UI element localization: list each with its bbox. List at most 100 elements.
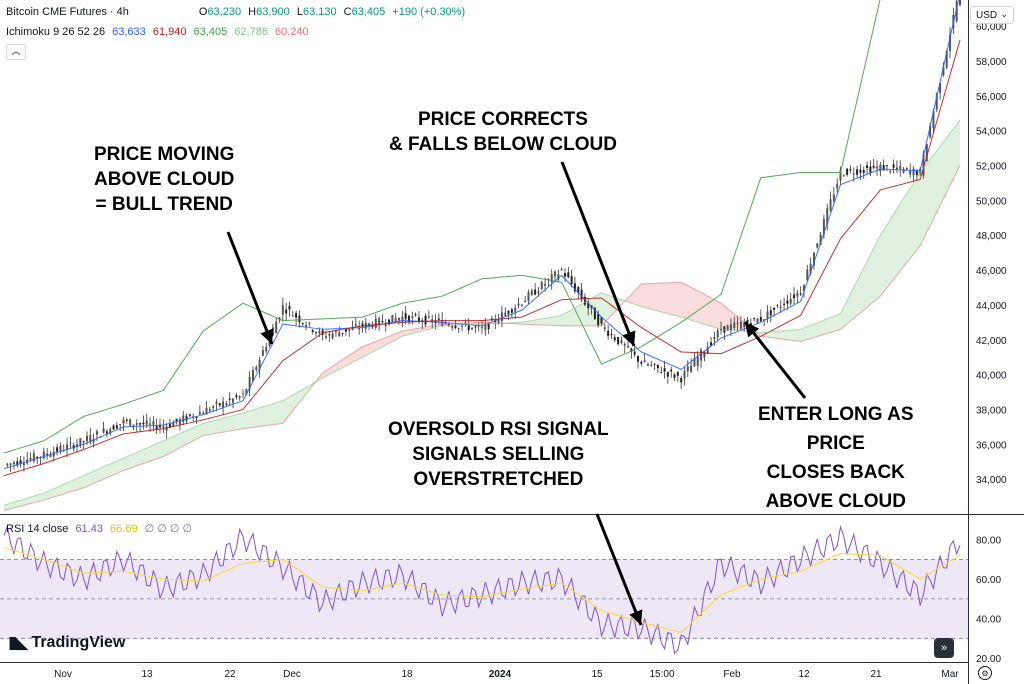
base-value: 61,940	[152, 26, 187, 38]
candle-body	[315, 332, 318, 334]
candle-body	[115, 425, 118, 429]
rsi-tick-label: 60.00	[976, 575, 1001, 586]
candle-body	[643, 360, 646, 363]
candle-body	[816, 243, 819, 248]
time-tick-label: 2024	[489, 669, 512, 680]
price-tick-label: 44,000	[976, 301, 1007, 312]
cloud-segment	[885, 219, 891, 290]
h-label: H	[248, 6, 257, 18]
annotation-bull-trend: PRICE MOVING ABOVE CLOUD = BULL TREND	[94, 142, 234, 217]
cloud-segment	[362, 344, 368, 358]
candle-body	[653, 363, 656, 366]
annotation-corrects: PRICE CORRECTS & FALLS BELOW CLOUD	[389, 107, 617, 157]
candle-body	[471, 327, 474, 330]
cloud-segment	[551, 316, 557, 326]
candle-body	[885, 165, 888, 167]
candle-body	[726, 325, 729, 331]
cloud-segment	[870, 245, 876, 305]
candle-body	[895, 167, 898, 169]
candle-body	[524, 300, 527, 303]
candle-body	[670, 369, 673, 372]
cloud-segment	[238, 412, 243, 430]
currency-selector[interactable]: USD ⌄	[970, 6, 1014, 24]
cloud-segment	[88, 471, 94, 486]
candle-body	[185, 416, 188, 421]
candle-body	[876, 166, 879, 169]
currency-label: USD	[976, 9, 998, 21]
candle-body	[637, 356, 640, 362]
cloud-segment	[925, 159, 931, 236]
cloud-segment	[173, 434, 179, 452]
candle-body	[859, 169, 862, 173]
candle-body	[806, 269, 809, 281]
price-tick-label: 36,000	[976, 440, 1007, 451]
symbol-title[interactable]: Bitcoin CME Futures · 4h	[6, 6, 129, 18]
candle-body	[132, 424, 135, 426]
scroll-to-realtime-button[interactable]: »	[934, 638, 954, 658]
annotation-line: PRICE CORRECTS	[418, 109, 588, 130]
rsi-legend[interactable]: RSI 14 close 61.43 66.69 ∅ ∅ ∅ ∅	[6, 522, 196, 535]
candle-body	[378, 318, 381, 326]
candle-body	[29, 457, 32, 460]
cloud-segment	[262, 405, 268, 427]
cloud-segment	[790, 329, 796, 341]
candle-body	[510, 309, 513, 313]
cloud-segment	[636, 284, 642, 307]
rsi-value: 61.43	[75, 523, 103, 535]
candle-body	[49, 454, 52, 457]
settings-gear-icon[interactable]: ⚙	[978, 666, 992, 680]
rsi-tick-label: 80.00	[976, 536, 1001, 547]
candle-body	[242, 393, 244, 395]
candle-body	[623, 344, 626, 346]
candle-body	[188, 414, 191, 416]
candle-body	[736, 322, 739, 324]
candle-body	[862, 170, 865, 173]
cloud-segment	[780, 330, 786, 340]
candle-body	[915, 170, 918, 176]
cloud-segment	[68, 480, 74, 493]
candle-body	[215, 402, 218, 404]
cloud-segment	[272, 402, 278, 425]
cloud-segment	[910, 180, 916, 259]
rsi-tick-label: 20.00	[976, 654, 1001, 665]
cloud-segment	[83, 473, 89, 488]
candle-body	[809, 264, 812, 274]
candle-body	[344, 329, 347, 332]
candle-body	[301, 323, 304, 325]
cloud-segment	[233, 414, 239, 431]
candle-body	[36, 456, 39, 458]
tradingview-logo[interactable]: ▮◣ TradingView	[8, 633, 125, 653]
candle-body	[275, 321, 278, 334]
candle-body	[852, 173, 855, 175]
candle-body	[112, 425, 115, 430]
cloud-segment	[118, 458, 124, 473]
c-label: C	[343, 6, 352, 18]
cloud-segment	[541, 317, 547, 326]
cloud-segment	[73, 477, 79, 491]
arrow-head	[622, 330, 636, 346]
annotation-line: PRICE	[806, 433, 865, 454]
cloud-segment	[63, 482, 69, 494]
price-tick-label: 42,000	[976, 336, 1007, 347]
high-value: 63,900	[256, 6, 290, 18]
annotation-line: = BULL TREND	[95, 194, 233, 215]
candle-body	[892, 164, 895, 168]
ichimoku-legend[interactable]: Ichimoku 9 26 52 26 63,633 61,940 63,405…	[6, 26, 313, 38]
candle-body	[603, 327, 606, 329]
candle-body	[773, 307, 776, 310]
cloud-segment	[203, 422, 209, 436]
cloud-segment	[835, 313, 841, 331]
candle-body	[66, 444, 69, 450]
candle-body	[454, 325, 457, 329]
candle-body	[437, 318, 440, 320]
cloud-segment	[950, 126, 956, 186]
rsi-line	[3, 524, 961, 654]
candle-body	[554, 271, 557, 277]
cloud-segment	[825, 317, 831, 334]
price-tick-label: 34,000	[976, 475, 1007, 486]
candle-body	[334, 331, 337, 333]
candle-body	[414, 314, 417, 316]
collapse-legend-button[interactable]: ︿	[6, 44, 26, 60]
cloud-segment	[13, 500, 19, 508]
